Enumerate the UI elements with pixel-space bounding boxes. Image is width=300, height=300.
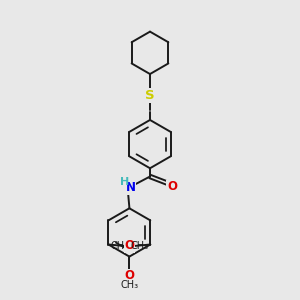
- Text: O: O: [167, 180, 177, 193]
- Text: S: S: [145, 89, 155, 102]
- Text: O: O: [125, 239, 135, 253]
- Text: CH₃: CH₃: [120, 280, 139, 290]
- Text: O: O: [124, 239, 134, 253]
- Text: CH₃: CH₃: [130, 241, 148, 251]
- Text: N: N: [126, 181, 136, 194]
- Text: CH₃: CH₃: [110, 241, 128, 251]
- Text: H: H: [120, 177, 129, 188]
- Text: O: O: [124, 269, 134, 282]
